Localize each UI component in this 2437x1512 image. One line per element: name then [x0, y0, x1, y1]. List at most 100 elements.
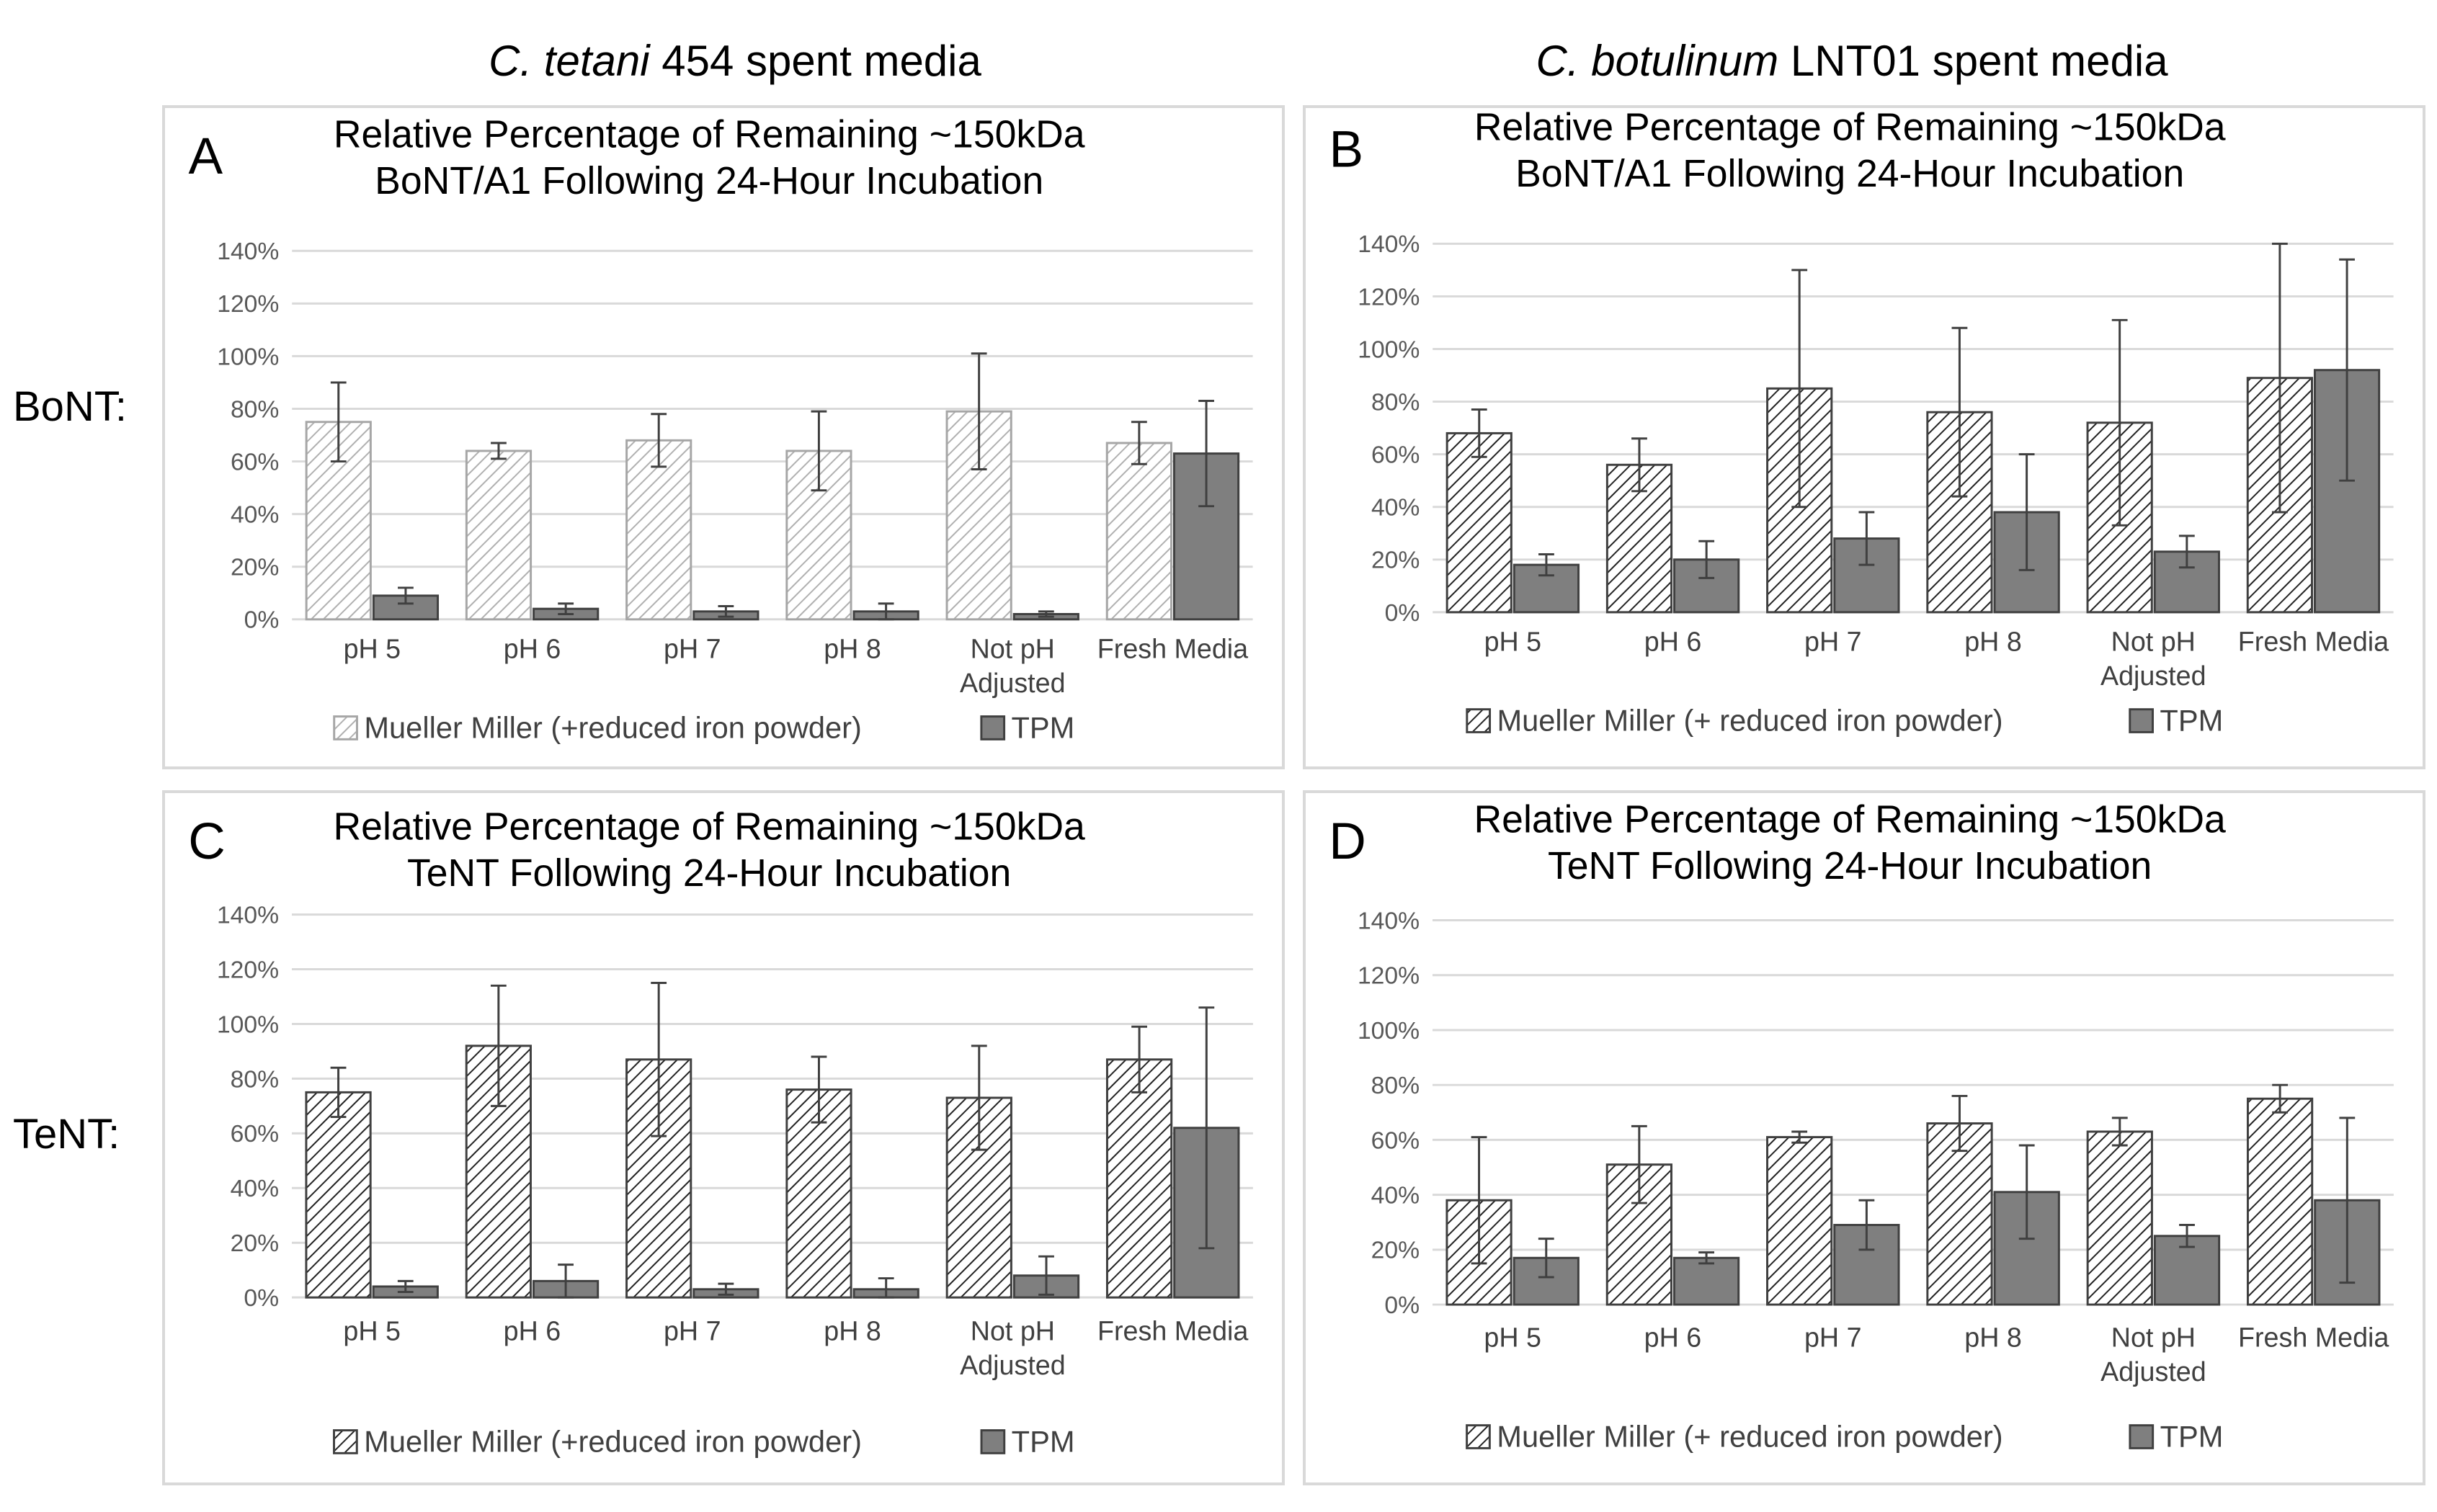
x-category-label: Adjusted — [2100, 1356, 2206, 1387]
panel-letter: A — [188, 128, 223, 185]
y-tick-label: 120% — [1358, 962, 1420, 990]
y-tick-label: 120% — [217, 956, 279, 983]
chart-b: B Relative Percentage of Remaining ~150kD… — [1329, 108, 2394, 737]
legend-swatch — [980, 1429, 1006, 1454]
panel-letter: B — [1329, 120, 1363, 178]
x-category-label: pH 7 — [1804, 626, 1862, 656]
column-header-tetani: C. tetani 454 spent media — [303, 29, 1167, 94]
y-tick-label: 40% — [1371, 1182, 1420, 1209]
legend-swatch — [333, 1429, 358, 1454]
y-tick-label: 0% — [244, 1284, 279, 1312]
y-tick-label: 140% — [1358, 907, 1420, 934]
y-tick-label: 20% — [231, 1230, 279, 1257]
bar-mueller-miller — [1105, 442, 1172, 621]
x-category-label: Adjusted — [2100, 661, 2206, 691]
y-tick-label: 40% — [1371, 494, 1420, 522]
bar-mueller-miller — [1766, 1136, 1833, 1306]
y-tick-label: 100% — [1358, 336, 1420, 363]
chart-title-line: Relative Percentage of Remaining ~150kDa — [1474, 108, 2226, 149]
bar-mueller-miller — [305, 1091, 372, 1299]
y-tick-label: 0% — [1385, 599, 1420, 627]
x-category-label: pH 7 — [664, 633, 721, 663]
x-category-label: pH 5 — [343, 1316, 401, 1346]
bar-tpm — [2153, 1235, 2221, 1306]
chart-panel-a: A Relative Percentage of Remaining ~150kD… — [162, 105, 1285, 769]
bar-tpm — [1672, 1256, 1740, 1306]
x-category-label: pH 6 — [1644, 1323, 1702, 1353]
y-tick-label: 80% — [231, 1065, 279, 1093]
y-tick-label: 0% — [244, 607, 280, 634]
bar-mueller-miller — [1445, 431, 1512, 614]
x-category-label: pH 5 — [344, 633, 401, 663]
legend-label: TPM — [2160, 1419, 2224, 1453]
y-tick-label: 60% — [1371, 442, 1420, 469]
chart-title-line: Relative Percentage of Remaining ~150kDa — [334, 805, 1086, 848]
x-category-label: Adjusted — [960, 1350, 1066, 1380]
chart-title-line: TeNT Following 24-Hour Incubation — [407, 852, 1011, 895]
y-tick-label: 100% — [217, 343, 279, 370]
y-tick-label: 40% — [231, 1175, 279, 1202]
legend-label: Mueller Miller (+reduced iron powder) — [364, 710, 862, 744]
legend-label: Mueller Miller (+reduced iron powder) — [364, 1424, 862, 1458]
x-category-label: pH 8 — [1964, 626, 2022, 656]
y-tick-label: 80% — [231, 395, 279, 423]
legend-swatch — [333, 715, 358, 741]
chart-d: D Relative Percentage of Remaining ~150kD… — [1329, 799, 2394, 1453]
x-category-label: pH 7 — [1804, 1323, 1862, 1353]
chart-title-line: BoNT/A1 Following 24-Hour Incubation — [1515, 153, 2184, 195]
x-category-label: Adjusted — [960, 668, 1066, 698]
legend-label: TPM — [1012, 710, 1075, 744]
y-tick-label: 120% — [217, 290, 279, 318]
x-category-label: pH 6 — [504, 1316, 561, 1346]
x-category-label: Not pH — [971, 1316, 1055, 1346]
chart-c: C Relative Percentage of Remaining ~150kD… — [188, 805, 1253, 1458]
row-header-bont: BoNT: — [13, 383, 127, 430]
y-tick-label: 40% — [231, 501, 279, 529]
legend-swatch — [2129, 1424, 2155, 1449]
y-tick-label: 100% — [217, 1011, 279, 1038]
legend-label: TPM — [2160, 703, 2223, 737]
chart-title-line: TeNT Following 24-Hour Incubation — [1548, 845, 2152, 887]
legend-label: Mueller Miller (+ reduced iron powder) — [1497, 703, 2002, 737]
bar-mueller-miller — [1105, 1058, 1173, 1299]
bar-mueller-miller — [785, 1088, 852, 1299]
bar-mueller-miller — [465, 449, 533, 621]
x-category-label: Fresh Media — [1097, 1316, 1248, 1346]
y-tick-label: 60% — [231, 1120, 279, 1148]
legend-swatch — [1466, 1424, 1491, 1449]
chart-title-line: Relative Percentage of Remaining ~150kDa — [334, 114, 1085, 156]
panel-letter: D — [1329, 813, 1366, 870]
y-tick-label: 60% — [231, 448, 279, 475]
column-header-rest: LNT01 spent media — [1778, 37, 2168, 85]
x-category-label: Not pH — [2111, 1323, 2196, 1353]
x-category-label: Not pH — [2111, 626, 2196, 656]
x-category-label: Fresh Media — [1097, 633, 1248, 663]
chart-panel-b: B Relative Percentage of Remaining ~150kD… — [1303, 105, 2425, 769]
y-tick-label: 60% — [1371, 1127, 1420, 1154]
x-category-label: pH 7 — [664, 1316, 721, 1346]
bar-mueller-miller — [2246, 1097, 2314, 1306]
bar-mueller-miller — [625, 439, 692, 621]
y-tick-label: 140% — [217, 901, 279, 929]
column-header-organism: C. tetani — [489, 37, 650, 85]
column-header-botulinum: C. botulinum LNT01 spent media — [1420, 29, 2284, 94]
x-category-label: pH 5 — [1484, 1323, 1541, 1353]
x-category-label: Not pH — [971, 633, 1055, 663]
y-tick-label: 0% — [1384, 1292, 1420, 1319]
panel-letter: C — [188, 813, 226, 870]
column-header-rest: 454 spent media — [649, 37, 981, 85]
y-tick-label: 20% — [231, 554, 279, 581]
bar-tpm — [2313, 369, 2381, 614]
x-category-label: Fresh Media — [2238, 1323, 2389, 1353]
chart-title-line: Relative Percentage of Remaining ~150kDa — [1474, 799, 2227, 841]
y-tick-label: 20% — [1371, 547, 1420, 574]
x-category-label: pH 8 — [824, 633, 881, 663]
chart-a: A Relative Percentage of Remaining ~150kD… — [188, 114, 1253, 744]
legend-label: Mueller Miller (+ reduced iron powder) — [1497, 1419, 2002, 1453]
y-tick-label: 120% — [1358, 283, 1420, 310]
y-tick-label: 20% — [1371, 1237, 1420, 1264]
row-header-tent: TeNT: — [13, 1111, 120, 1158]
column-header-organism: C. botulinum — [1536, 37, 1779, 85]
chart-panel-c: C Relative Percentage of Remaining ~150kD… — [162, 790, 1285, 1485]
x-category-label: pH 6 — [1644, 626, 1702, 656]
